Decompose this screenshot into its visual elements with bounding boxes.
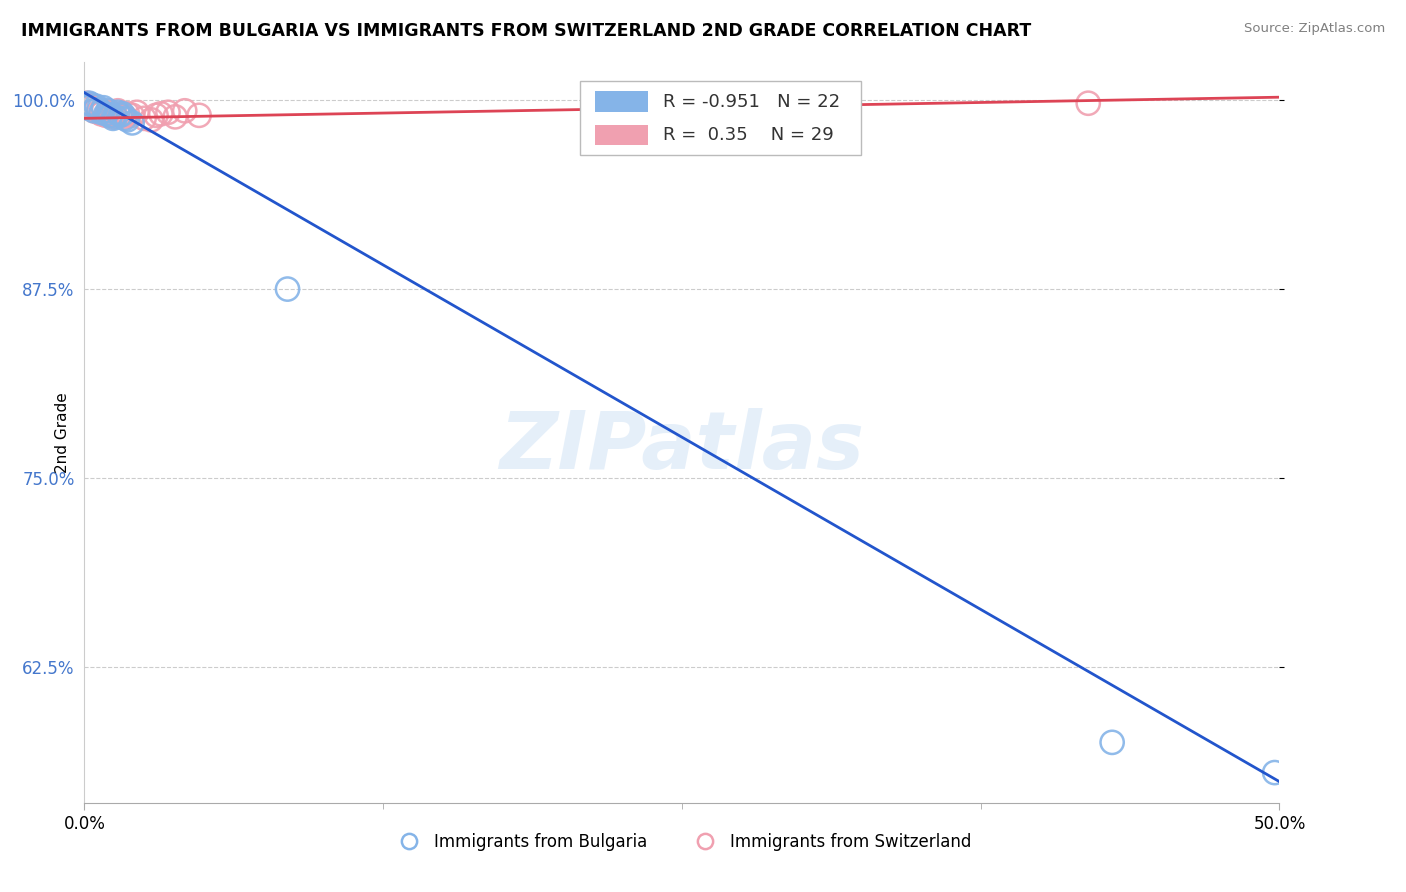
Text: R =  0.35    N = 29: R = 0.35 N = 29 [662,126,834,144]
Point [97,105,120,120]
Point [93,103,115,118]
Point [107,105,129,120]
Point [145,108,167,122]
Point [87,105,110,120]
Point [90,107,112,121]
Point [80,97,103,112]
Point [76,101,98,115]
Point [76,96,98,111]
Point [188,108,211,122]
Point [110,108,132,122]
Point [93,101,115,115]
Point [80,101,103,115]
Point [125,105,148,120]
Text: R = -0.951   N = 22: R = -0.951 N = 22 [662,93,839,111]
Point [117,107,139,121]
Point [86,99,108,113]
Point [165,110,187,124]
Point [104,108,127,122]
Point [100,107,122,121]
Point [1077,96,1099,111]
Point [94,108,117,122]
Point [173,103,195,118]
Point [121,116,143,130]
Point [100,108,122,122]
Point [87,103,110,117]
Point [111,108,134,122]
Point [157,105,180,120]
Point [1101,735,1123,749]
Y-axis label: 2nd Grade: 2nd Grade [55,392,70,473]
Text: IMMIGRANTS FROM BULGARIA VS IMMIGRANTS FROM SWITZERLAND 2ND GRADE CORRELATION CH: IMMIGRANTS FROM BULGARIA VS IMMIGRANTS F… [21,22,1032,40]
Point [111,107,134,121]
Text: Source: ZipAtlas.com: Source: ZipAtlas.com [1244,22,1385,36]
Point [110,107,132,121]
Point [77,99,100,113]
Legend: Immigrants from Bulgaria, Immigrants from Switzerland: Immigrants from Bulgaria, Immigrants fro… [385,826,979,857]
Point [114,112,136,126]
FancyBboxPatch shape [595,125,648,145]
Point [94,107,117,121]
Point [101,110,124,124]
Point [117,112,139,127]
Point [1264,765,1286,780]
Point [141,112,163,127]
Point [149,107,172,121]
Point [121,108,143,122]
Point [83,103,105,118]
Point [90,105,112,120]
Point [101,112,124,126]
Point [83,103,105,118]
Point [107,103,129,118]
Point [97,103,120,118]
Point [77,96,100,111]
Point [86,103,108,117]
Point [277,282,299,296]
FancyBboxPatch shape [581,81,862,155]
Point [132,112,156,126]
Point [104,110,127,124]
Point [114,110,136,124]
FancyBboxPatch shape [595,91,648,112]
Text: ZIPatlas: ZIPatlas [499,409,865,486]
